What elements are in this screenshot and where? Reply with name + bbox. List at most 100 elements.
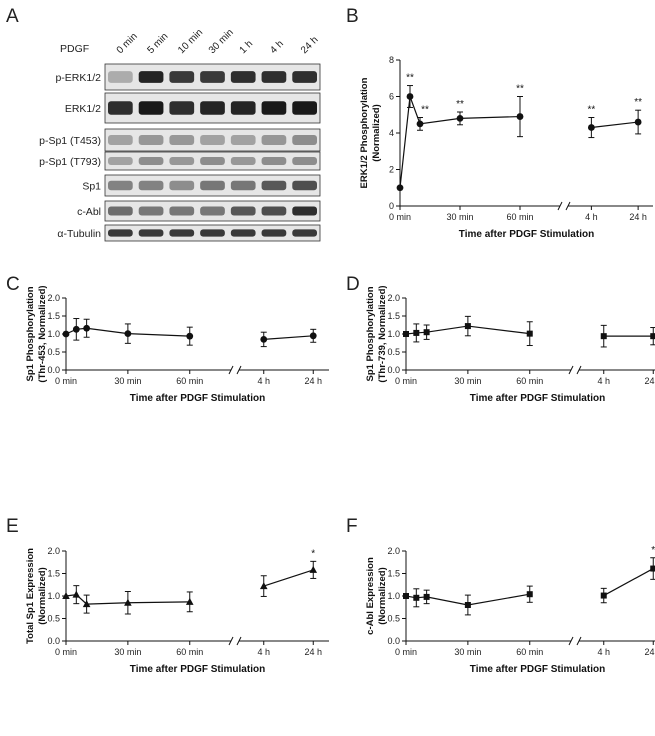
y-tick-label: 2.0 <box>387 546 400 556</box>
blot-band <box>169 135 195 145</box>
blot-band <box>169 206 195 216</box>
data-point <box>62 592 70 599</box>
data-point <box>260 336 268 343</box>
y-tick-label: 0.5 <box>47 614 60 624</box>
data-point <box>464 323 471 330</box>
blot-band <box>169 71 195 83</box>
significance-label: ** <box>634 97 642 108</box>
chart-panel-c: 0.0 0.5 1.0 1.5 2.0 0 min 30 min 60 min 4 h 24 h T… <box>25 285 329 404</box>
y-tick-label: 0.0 <box>387 365 400 375</box>
x-tick-label: 60 min <box>516 647 543 657</box>
chart-panel-f: 0.0 0.5 1.0 1.5 2.0 0 min 30 min 60 min 4 h 24 h T… <box>365 545 655 675</box>
data-point <box>124 330 132 338</box>
data-point <box>516 113 524 120</box>
panel-letter-a: A <box>6 6 19 27</box>
data-point <box>259 582 268 590</box>
blot-band <box>200 135 225 145</box>
x-axis-title: Time after PDGF Stimulation <box>470 664 605 675</box>
axis-break-mark <box>576 365 582 375</box>
data-point <box>403 593 409 599</box>
x-tick-label: 24 h <box>304 376 322 386</box>
blot-band <box>138 206 164 216</box>
x-tick-label: 0 min <box>389 212 411 222</box>
y-axis-title: Total Sp1 Expression <box>25 548 36 644</box>
blot-band <box>230 135 256 145</box>
x-tick-label: 30 min <box>114 376 141 386</box>
data-point <box>72 325 80 333</box>
western-blot-panel: PDGF 0 min 5 min 10 min 30 min 1 h 4 h 24 h p-ER… <box>39 27 321 242</box>
blot-row-label: p-ERK1/2 <box>55 72 101 84</box>
y-tick-label: 1.0 <box>387 591 400 601</box>
lane-label: 0 min <box>115 31 140 56</box>
y-axis-title: (Normalized) <box>371 104 382 162</box>
x-tick-label: 4 h <box>257 376 270 386</box>
series-line <box>603 568 654 597</box>
data-point <box>587 124 595 131</box>
blot-row-label: ERK1/2 <box>65 103 101 115</box>
data-point <box>406 93 414 100</box>
y-axis-title: (Thr-453, Normalized) <box>37 285 48 382</box>
blot-band <box>230 156 256 166</box>
chart-panel-e: 0.0 0.5 1.0 1.5 2.0 0 min 30 min 60 min 4 h 24 h T… <box>25 546 329 675</box>
data-point <box>82 600 91 608</box>
panel-letter-e: E <box>6 516 19 537</box>
blot-band <box>230 101 256 115</box>
blot-band <box>292 156 317 166</box>
panel-letter-c: C <box>6 274 20 295</box>
data-point <box>634 118 642 126</box>
blot-band <box>138 101 164 115</box>
blot-band <box>138 229 164 237</box>
x-tick-label: 4 h <box>585 212 598 222</box>
x-tick-label: 4 h <box>257 647 270 657</box>
blot-band <box>138 135 164 145</box>
blot-band <box>138 71 164 83</box>
y-tick-label: 0.0 <box>47 636 60 646</box>
axis-break-mark <box>565 201 571 211</box>
y-axis-title: ERK1/2 Phosphorylation <box>359 77 370 188</box>
x-tick-label: 24 h <box>644 376 655 386</box>
blot-band <box>169 229 195 237</box>
x-tick-label: 30 min <box>454 647 481 657</box>
data-point <box>423 329 430 336</box>
significance-label: ** <box>421 104 429 115</box>
blot-band <box>200 229 225 237</box>
x-tick-label: 30 min <box>446 212 473 222</box>
blot-row-label: α-Tubulin <box>57 228 101 240</box>
blot-band <box>200 71 225 83</box>
blot-row-label: c-Abl <box>77 206 101 218</box>
x-tick-label: 0 min <box>55 647 77 657</box>
x-tick-label: 0 min <box>395 376 417 386</box>
lane-label: 4 h <box>268 39 286 57</box>
significance-label: * <box>651 545 655 556</box>
significance-label: ** <box>456 99 464 110</box>
x-tick-label: 4 h <box>597 647 610 657</box>
y-tick-label: 1.5 <box>387 569 400 579</box>
x-tick-label: 4 h <box>597 376 610 386</box>
blot-row-label: Sp1 <box>82 181 101 193</box>
blot-band <box>108 229 133 237</box>
y-tick-label: 0 <box>389 201 394 211</box>
lane-label: 30 min <box>207 27 236 56</box>
data-point <box>403 331 409 337</box>
lane-label: 10 min <box>176 27 205 56</box>
axis-break-mark <box>568 365 574 375</box>
data-point <box>413 594 420 601</box>
blot-band <box>108 101 133 115</box>
blot-band <box>230 206 256 216</box>
y-axis-title: Sp1 Phosphorylation <box>25 286 36 381</box>
y-tick-label: 1.0 <box>387 329 400 339</box>
blot-band <box>292 135 317 145</box>
series-line <box>263 335 314 340</box>
significance-label: ** <box>516 84 524 95</box>
x-axis-title: Time after PDGF Stimulation <box>459 229 594 240</box>
y-tick-label: 0.5 <box>387 614 400 624</box>
data-point <box>600 592 607 599</box>
data-point <box>186 332 194 340</box>
x-tick-label: 24 h <box>644 647 655 657</box>
blot-band <box>292 206 317 216</box>
y-tick-label: 1.0 <box>47 591 60 601</box>
axis-break-mark <box>568 636 574 646</box>
series-line <box>399 96 521 188</box>
blot-band <box>261 180 287 191</box>
blot-row-label: p-Sp1 (T793) <box>39 156 101 168</box>
